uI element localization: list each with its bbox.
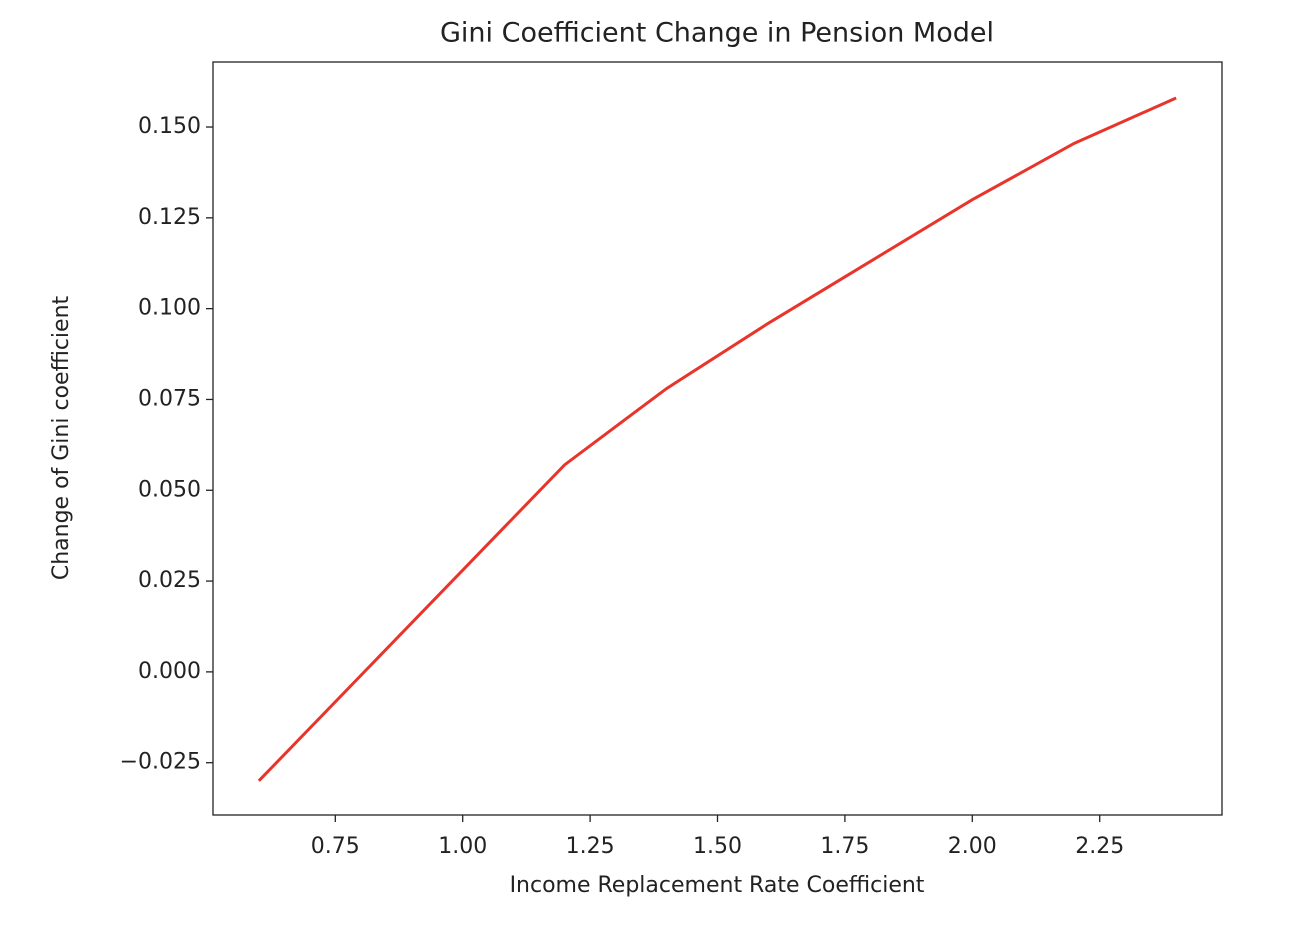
x-tick-label: 1.00 — [438, 834, 487, 859]
y-tick-label: 0.125 — [138, 205, 201, 230]
line-series — [257, 96, 1177, 782]
y-tick-label: 0.025 — [138, 568, 201, 593]
y-tick-label: 0.075 — [138, 386, 201, 411]
x-tick-label: 1.75 — [820, 834, 869, 859]
y-tick-label: 0.050 — [138, 477, 201, 502]
x-tick-label: 1.50 — [693, 834, 742, 859]
y-tick-label: 0.150 — [138, 114, 201, 139]
y-tick-label: 0.000 — [138, 659, 201, 684]
x-axis-label: Income Replacement Rate Coefficient — [510, 873, 925, 898]
y-tick-label: 0.100 — [138, 296, 201, 321]
chart-title: Gini Coefficient Change in Pension Model — [440, 18, 994, 49]
y-axis-label: Change of Gini coefficient — [49, 295, 74, 580]
plot-frame — [212, 61, 1223, 816]
x-tick-label: 2.00 — [948, 834, 997, 859]
x-tick-label: 2.25 — [1075, 834, 1124, 859]
y-tick-label: −0.025 — [120, 750, 201, 775]
x-tick-label: 0.75 — [311, 834, 360, 859]
x-tick-label: 1.25 — [566, 834, 615, 859]
